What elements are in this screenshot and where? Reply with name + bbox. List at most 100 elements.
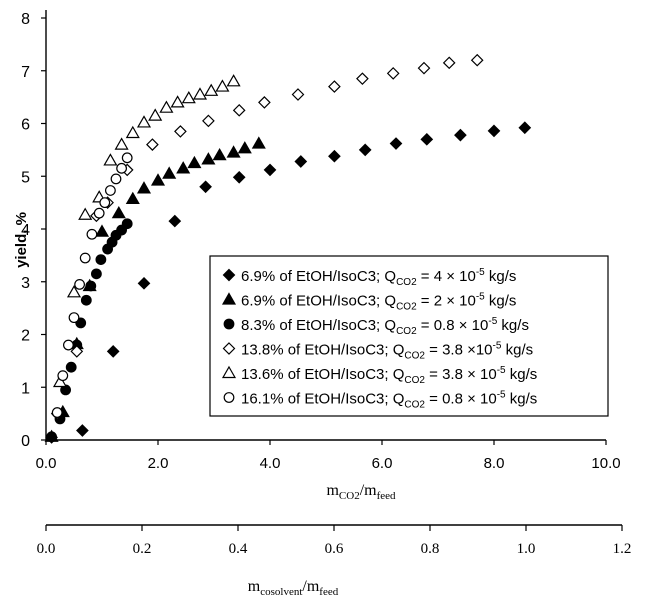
data-point bbox=[74, 278, 85, 290]
data-point bbox=[76, 424, 89, 437]
data-point bbox=[111, 205, 126, 219]
data-point bbox=[159, 100, 174, 113]
data-point bbox=[57, 370, 69, 382]
data-point bbox=[148, 108, 163, 121]
data-point bbox=[114, 137, 129, 150]
data-point bbox=[420, 132, 434, 146]
data-point bbox=[212, 147, 227, 161]
axes: 0 1 2 3 4 5 6 7 8 0.0 2.0 4.0 6.0 8.0 10.0 0.0 0.2 0.4 0.6… bbox=[21, 10, 631, 557]
x-tick-label: 0.0 bbox=[36, 455, 57, 472]
data-point bbox=[386, 67, 400, 80]
data-point bbox=[150, 173, 166, 186]
data-point bbox=[389, 137, 403, 150]
data-point bbox=[226, 74, 241, 87]
data-point bbox=[454, 128, 467, 142]
data-point bbox=[110, 173, 122, 185]
data-point bbox=[442, 56, 456, 70]
data-point bbox=[192, 87, 208, 100]
secondary-x-tick-label: 0.0 bbox=[37, 541, 56, 557]
x-tick-label: 4.0 bbox=[260, 455, 281, 472]
legend-label: 6.9% of EtOH/IsoC3; QCO2 = 4 × 10-5 kg/s bbox=[241, 267, 516, 288]
data-point bbox=[162, 166, 177, 179]
data-point bbox=[121, 218, 133, 230]
data-point bbox=[125, 125, 140, 139]
data-point bbox=[263, 163, 277, 177]
secondary-x-tick-label: 0.6 bbox=[325, 541, 344, 557]
x-tick-label: 2.0 bbox=[148, 455, 169, 472]
secondary-x-tick-label: 0.8 bbox=[421, 541, 440, 557]
series-5 bbox=[52, 74, 241, 388]
data-point bbox=[116, 162, 127, 174]
data-point bbox=[137, 276, 151, 290]
plot-marks bbox=[44, 53, 532, 444]
data-point bbox=[99, 197, 111, 209]
data-point bbox=[70, 345, 84, 358]
data-point bbox=[168, 214, 182, 228]
legend-label: 8.3% of EtOH/IsoC3; QCO2 = 0.8 × 10-5 kg… bbox=[241, 316, 529, 337]
data-point bbox=[170, 95, 185, 108]
legend-marker bbox=[221, 292, 237, 305]
data-point bbox=[46, 431, 57, 443]
data-point bbox=[226, 145, 241, 158]
y-tick-label: 3 bbox=[21, 275, 30, 292]
data-point bbox=[125, 191, 140, 205]
data-point bbox=[358, 143, 372, 157]
legend-marker bbox=[221, 365, 237, 379]
data-point bbox=[78, 207, 93, 220]
data-point bbox=[94, 224, 110, 237]
data-point bbox=[294, 155, 308, 168]
data-point bbox=[68, 312, 80, 324]
data-point bbox=[86, 228, 98, 240]
data-point bbox=[518, 121, 532, 135]
data-point bbox=[187, 155, 202, 169]
data-point bbox=[79, 252, 91, 264]
data-point bbox=[121, 152, 133, 164]
data-point bbox=[328, 80, 341, 93]
data-point bbox=[103, 153, 118, 166]
y-tick-label: 7 bbox=[21, 64, 30, 81]
secondary-x-tick-label: 1.0 bbox=[517, 541, 536, 557]
y-axis-label: yield, % bbox=[13, 212, 30, 268]
x-tick-label: 8.0 bbox=[484, 455, 505, 472]
y-tick-label: 4 bbox=[21, 222, 30, 239]
data-point bbox=[202, 114, 215, 128]
data-point bbox=[80, 294, 92, 306]
legend: 6.9% of EtOH/IsoC3; QCO2 = 4 × 10-5 kg/s… bbox=[209, 255, 609, 417]
data-point bbox=[470, 53, 484, 67]
data-point bbox=[204, 83, 219, 96]
legend-label: 13.6% of EtOH/IsoC3; QCO2 = 3.8 × 10-5 k… bbox=[241, 365, 537, 386]
legend-marker bbox=[223, 318, 235, 330]
data-point bbox=[201, 152, 216, 165]
secondary-x-tick-label: 0.4 bbox=[229, 541, 248, 557]
data-point bbox=[417, 61, 431, 75]
legend-marker bbox=[222, 342, 236, 355]
y-tick-label: 1 bbox=[21, 380, 30, 397]
data-point bbox=[65, 361, 77, 373]
data-point bbox=[181, 90, 196, 104]
data-point bbox=[251, 136, 266, 149]
data-point bbox=[174, 125, 187, 138]
data-point bbox=[258, 96, 271, 109]
x-axis-label: mCO2/mfeed bbox=[326, 482, 396, 502]
y-tick-label: 8 bbox=[21, 11, 30, 28]
data-point bbox=[356, 72, 369, 86]
data-point bbox=[232, 170, 246, 184]
data-point bbox=[52, 374, 68, 388]
legend-label: 6.9% of EtOH/IsoC3; QCO2 = 2 × 10-5 kg/s bbox=[241, 292, 516, 313]
data-point bbox=[487, 124, 501, 138]
secondary-x-tick-label: 1.2 bbox=[613, 541, 632, 557]
legend-label: 16.1% of EtOH/IsoC3; QCO2 = 0.8 × 10-5 k… bbox=[241, 390, 537, 411]
data-point bbox=[199, 180, 212, 194]
data-point bbox=[106, 345, 120, 358]
legend-label: 13.8% of EtOH/IsoC3; QCO2 = 3.8 ×10-5 kg… bbox=[241, 341, 533, 362]
legend-marker bbox=[222, 268, 236, 282]
data-point bbox=[104, 185, 116, 196]
data-point bbox=[146, 138, 159, 151]
y-tick-label: 5 bbox=[21, 169, 30, 186]
series-6 bbox=[51, 152, 133, 418]
y-tick-label: 2 bbox=[21, 328, 30, 345]
legend-marker bbox=[223, 392, 235, 403]
data-point bbox=[90, 268, 102, 280]
data-point bbox=[237, 141, 252, 154]
